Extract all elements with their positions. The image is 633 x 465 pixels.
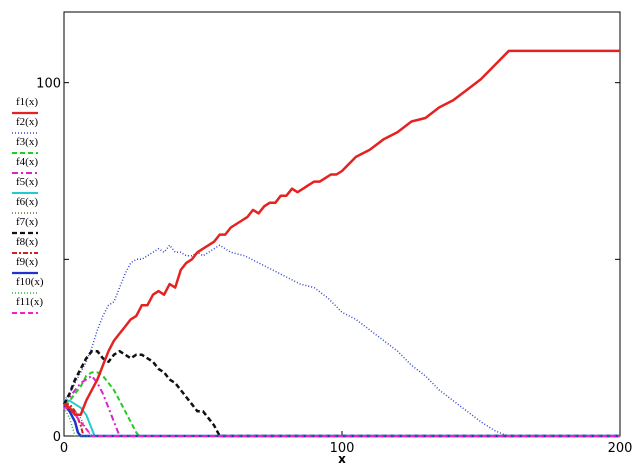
legend: f1(x) f2(x) f3(x) f4(x) f5(x) f6(x) f7(x) f8(x)… [12,96,44,314]
legend-label: f10(x) [16,276,44,288]
x-tick-label: 100 [330,441,355,456]
legend-label: f9(x) [16,256,38,268]
legend-label: f2(x) [16,116,38,128]
series-line-4 [63,374,620,437]
x-axis-label: x [338,452,346,465]
series-line-11 [64,406,620,437]
series-layer [62,49,620,438]
legend-label: f3(x) [16,136,38,148]
series-line-1 [63,49,620,417]
series-line-10 [63,407,620,437]
series-line-7 [62,349,620,438]
legend-label: f6(x) [16,196,38,208]
legend-label: f7(x) [16,216,38,228]
legend-label: f4(x) [16,156,38,168]
legend-label: f1(x) [16,96,38,108]
axis-ticks: 0 100 200 0 100 [36,77,632,456]
y-tick-label: 0 [53,430,61,445]
x-tick-label: 0 [60,441,68,456]
plot-frame [63,11,621,437]
legend-label: f11(x) [16,296,43,308]
legend-label: f8(x) [16,236,38,248]
series-line-3 [63,371,620,437]
legend-label: f5(x) [16,176,38,188]
y-tick-label: 100 [36,77,61,92]
x-tick-label: 200 [608,441,633,456]
